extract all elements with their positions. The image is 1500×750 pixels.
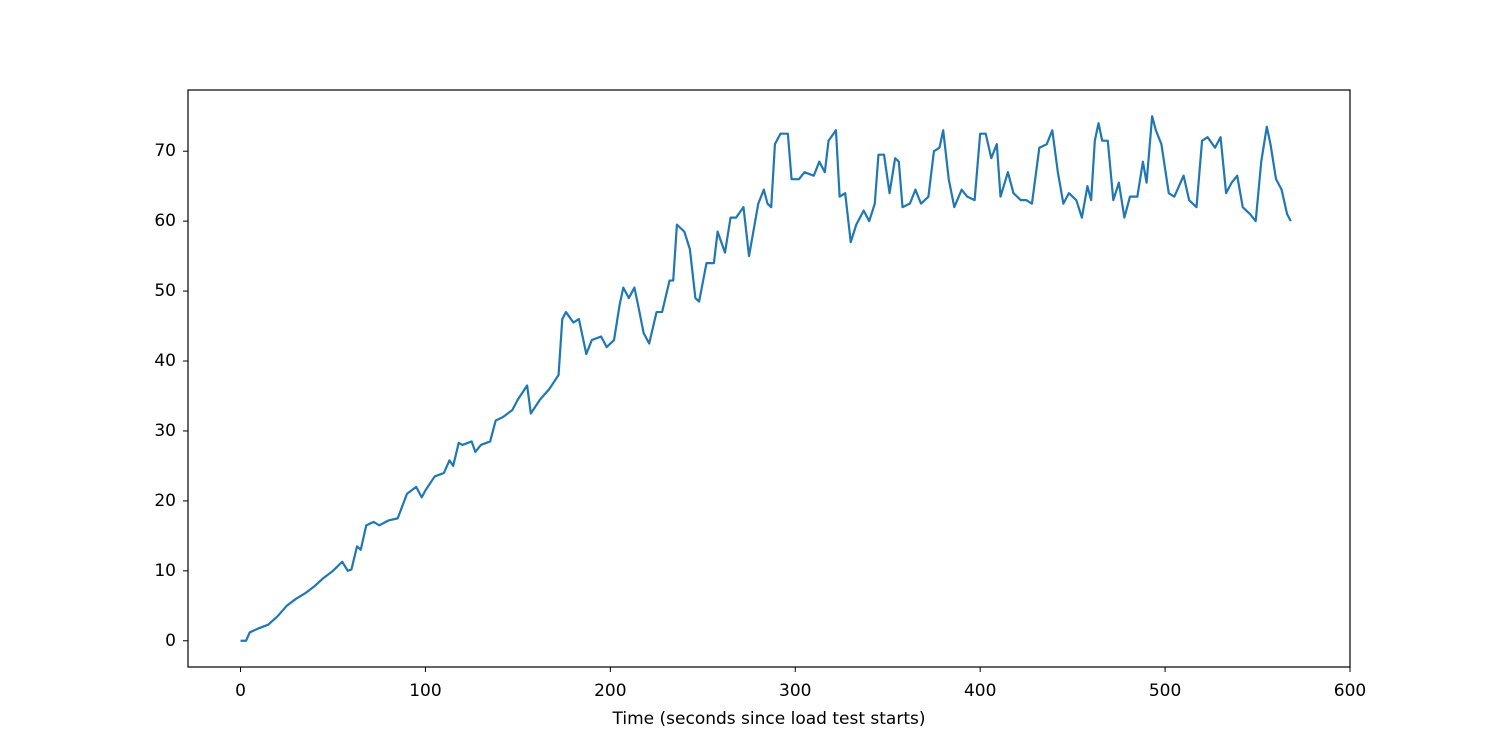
x-tick-label: 0 xyxy=(235,681,246,701)
x-tick-label: 600 xyxy=(1334,681,1366,701)
x-tick-label: 400 xyxy=(964,681,996,701)
y-tick-label: 70 xyxy=(154,141,176,161)
x-tick-label: 200 xyxy=(594,681,626,701)
data-line xyxy=(240,115,1292,642)
y-tick-label: 20 xyxy=(154,491,176,511)
y-tick-label: 0 xyxy=(165,631,176,651)
y-tick-label: 40 xyxy=(154,351,176,371)
x-tick-label: 500 xyxy=(1149,681,1181,701)
y-tick-label: 30 xyxy=(154,421,176,441)
x-axis-label: Time (seconds since load test starts) xyxy=(612,709,926,729)
x-tick-label: 100 xyxy=(409,681,441,701)
y-tick-label: 10 xyxy=(154,561,176,581)
x-tick-label: 300 xyxy=(779,681,811,701)
y-tick-label: 50 xyxy=(154,281,176,301)
plot-frame xyxy=(187,89,1351,668)
y-tick-label: 60 xyxy=(154,211,176,231)
